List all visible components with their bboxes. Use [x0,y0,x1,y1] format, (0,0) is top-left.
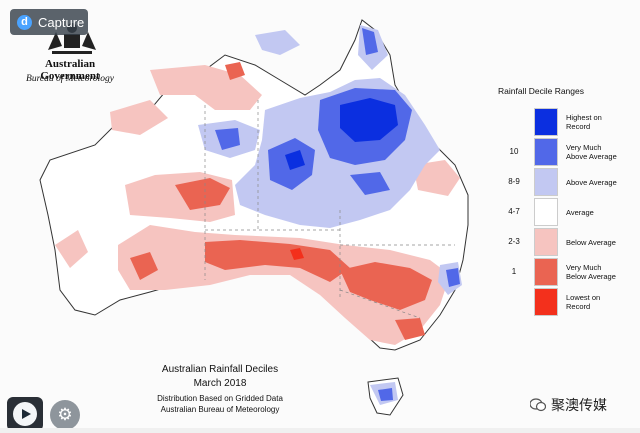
very-much-above-average-region [378,388,393,401]
legend-color-swatch [534,138,558,166]
legend-label: Average [566,208,594,217]
watermark: 聚澳传媒 [530,395,607,415]
legend-color-swatch [534,258,558,286]
map-month: March 2018 [193,378,247,389]
very-much-below-average-region [130,252,158,280]
legend-item: 1 Very Much Below Average [500,258,640,286]
legend-color-swatch [534,288,558,316]
map-note-source: Australian Bureau of Meteorology [160,405,280,414]
legend-color-swatch [534,168,558,196]
highest-on-record-region [340,98,398,142]
legend-label-line2: Record [566,302,591,311]
very-much-above-average-region [446,268,460,287]
legend-item: Lowest on Record [500,288,640,316]
legend-decile-number: 4-7 [508,207,520,216]
bureau-subtitle: Bureau of Meteorology [26,74,114,84]
legend-label: Lowest on Record [566,293,600,311]
legend-color-swatch [534,108,558,136]
legend-color-swatch [534,198,558,226]
very-much-below-average-region [225,62,245,80]
very-much-below-average-region [205,240,350,282]
below-average-region [413,160,460,196]
above-average-region [255,30,300,55]
legend-label-line1: Highest on [566,113,602,122]
bottom-strip [0,428,640,433]
legend-label: Highest on Record [566,113,602,131]
below-average-region [55,230,88,268]
legend-decile-number: 10 [509,147,519,156]
wechat-logo-icon [530,398,546,412]
legend-label-line1: Above Average [566,178,617,187]
legend-label-line1: Very Much [566,263,602,272]
legend-item: 10 Very Much Above Average [500,138,640,166]
below-average-region [118,225,450,345]
legend-label-line1: Very Much [566,143,602,152]
play-button[interactable] [7,397,43,431]
legend-label: Very Much Above Average [566,143,617,161]
watermark-text: 聚澳传媒 [551,397,607,413]
legend-label: Very Much Below Average [566,263,616,281]
legend-decile-number: 1 [511,267,517,276]
legend-label: Above Average [566,178,617,187]
legend-item: 8-9 Above Average [500,168,640,196]
legend-label-line2: Below Average [566,272,616,281]
very-much-above-average-region [350,172,390,195]
capture-label: Capture [38,14,85,30]
capture-button[interactable]: d Capture [10,9,88,35]
legend-item: 2-3 Below Average [500,228,640,256]
legend-label-line1: Average [566,208,594,217]
highest-on-record-region [285,150,305,170]
legend-label-line2: Record [566,122,591,131]
below-average-region [110,100,168,135]
legend-title: Rainfall Decile Ranges [498,86,584,96]
legend-decile-number: 2-3 [508,237,520,246]
state-border [339,289,421,319]
legend-item: Highest on Record [500,108,640,136]
very-much-below-average-region [395,318,425,340]
very-much-below-average-region [340,262,432,310]
lowest-on-record-region [290,248,304,260]
settings-button[interactable]: ⚙ [50,400,80,430]
legend-decile-number: 8-9 [508,177,520,186]
very-much-above-average-region [362,28,378,55]
legend-label-line2: Above Average [566,152,617,161]
map-title: Australian Rainfall Deciles [161,364,279,375]
map-note-distribution: Distribution Based on Gridded Data [157,394,283,403]
legend-label-line1: Below Average [566,238,616,247]
very-much-below-average-region [175,178,230,210]
gear-icon: ⚙ [57,405,73,424]
legend-item: 4-7 Average [500,198,640,226]
government-title: Australian Government [40,58,100,82]
very-much-above-average-region [215,128,240,150]
legend-label-line1: Lowest on [566,293,601,302]
d-logo-icon: d [17,14,32,30]
legend-color-swatch [534,228,558,256]
legend-label: Below Average [566,238,616,247]
